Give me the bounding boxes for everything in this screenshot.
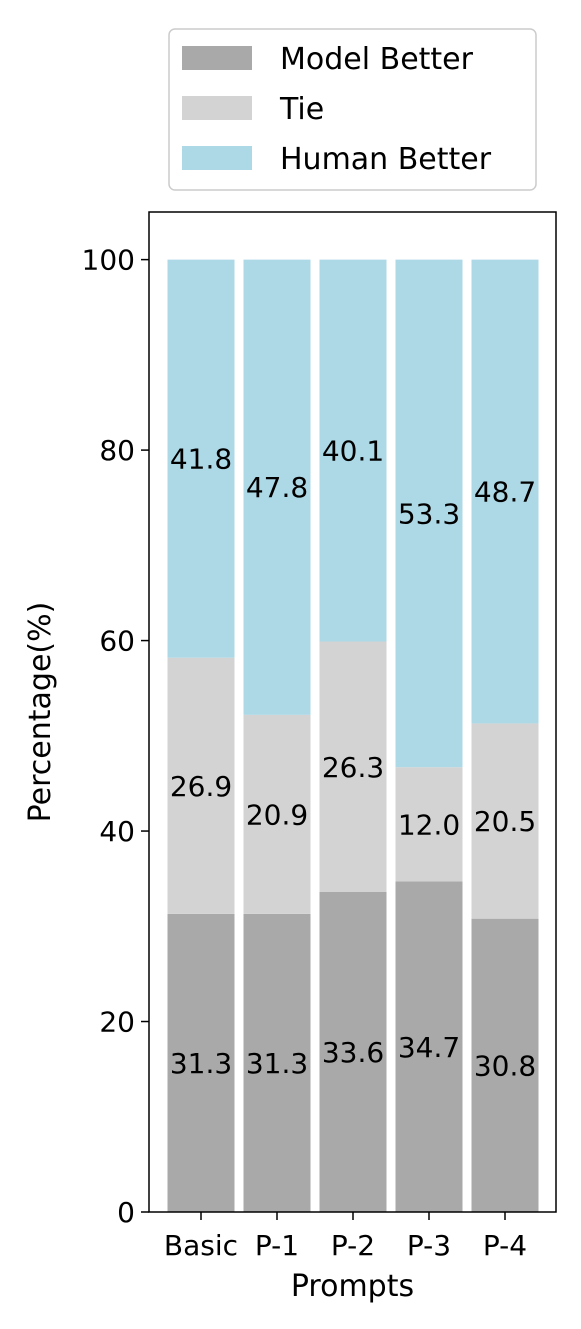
legend-label-model-better: Model Better bbox=[280, 42, 474, 77]
data-label-basic-human-better: 41.8 bbox=[170, 443, 232, 476]
legend-label-tie: Tie bbox=[279, 92, 324, 127]
data-label-p-2-model-better: 33.6 bbox=[322, 1036, 384, 1069]
legend-label-human-better: Human Better bbox=[280, 142, 492, 177]
bars bbox=[167, 259, 539, 1212]
bar-p-2-model-better bbox=[319, 892, 387, 1212]
y-tick-label-80: 80 bbox=[99, 434, 135, 467]
data-labels: 31.3 26.9 41.8 31.3 20.9 47.8 33.6 26.3 40.1 34.7… bbox=[170, 435, 536, 1083]
legend-swatch-human-better bbox=[182, 146, 252, 170]
legend: Model Better Tie Human Better bbox=[168, 28, 537, 191]
bar-p-4-model-better bbox=[471, 918, 539, 1212]
bar-basic-model-better bbox=[167, 913, 235, 1212]
bar-p-2-tie bbox=[319, 641, 387, 892]
x-tick-label-basic: Basic bbox=[164, 1229, 238, 1262]
legend-box bbox=[168, 28, 537, 191]
bar-p-1-human-better bbox=[243, 259, 311, 715]
y-axis-label: Percentage(%) bbox=[23, 602, 58, 823]
data-label-p-4-model-better: 30.8 bbox=[474, 1049, 536, 1082]
legend-swatch-tie bbox=[182, 96, 252, 120]
bar-p-4-tie bbox=[471, 723, 539, 919]
data-label-p-1-tie: 20.9 bbox=[246, 798, 308, 831]
y-tick-label-20: 20 bbox=[99, 1006, 135, 1039]
bar-basic-tie bbox=[167, 657, 235, 914]
y-tick-label-0: 0 bbox=[117, 1196, 135, 1229]
bar-p-3-model-better bbox=[395, 881, 463, 1212]
data-label-p-1-human-better: 47.8 bbox=[246, 471, 308, 504]
data-label-basic-model-better: 31.3 bbox=[170, 1047, 232, 1080]
y-tick-label-100: 100 bbox=[82, 244, 135, 277]
x-tick-label-p-2: P-2 bbox=[331, 1229, 375, 1262]
data-label-p-2-human-better: 40.1 bbox=[322, 435, 384, 468]
data-label-p-4-human-better: 48.7 bbox=[474, 476, 536, 509]
x-axis: Basic P-1 P-2 P-3 P-4 bbox=[164, 1212, 527, 1262]
data-label-p-3-model-better: 34.7 bbox=[398, 1031, 460, 1064]
x-axis-label: Prompts bbox=[291, 1269, 414, 1304]
data-label-basic-tie: 26.9 bbox=[170, 770, 232, 803]
bar-p-2-human-better bbox=[319, 259, 387, 642]
data-label-p-3-human-better: 53.3 bbox=[398, 497, 460, 530]
data-label-p-1-model-better: 31.3 bbox=[246, 1047, 308, 1080]
y-tick-label-40: 40 bbox=[99, 815, 135, 848]
data-label-p-2-tie: 26.3 bbox=[322, 751, 384, 784]
x-tick-label-p-3: P-3 bbox=[407, 1229, 451, 1262]
x-tick-label-p-4: P-4 bbox=[483, 1229, 527, 1262]
bar-p-1-tie bbox=[243, 714, 311, 914]
legend-swatch-model-better bbox=[182, 46, 252, 70]
y-axis: 0 20 40 60 80 100 bbox=[82, 244, 149, 1229]
bar-basic-human-better bbox=[167, 259, 235, 658]
bar-p-4-human-better bbox=[471, 259, 539, 724]
bar-p-3-human-better bbox=[395, 259, 463, 768]
y-tick-label-60: 60 bbox=[99, 625, 135, 658]
x-tick-label-p-1: P-1 bbox=[255, 1229, 299, 1262]
bar-p-1-model-better bbox=[243, 913, 311, 1212]
data-label-p-4-tie: 20.5 bbox=[474, 805, 536, 838]
data-label-p-3-tie: 12.0 bbox=[398, 808, 460, 841]
bar-p-3-tie bbox=[395, 767, 463, 882]
